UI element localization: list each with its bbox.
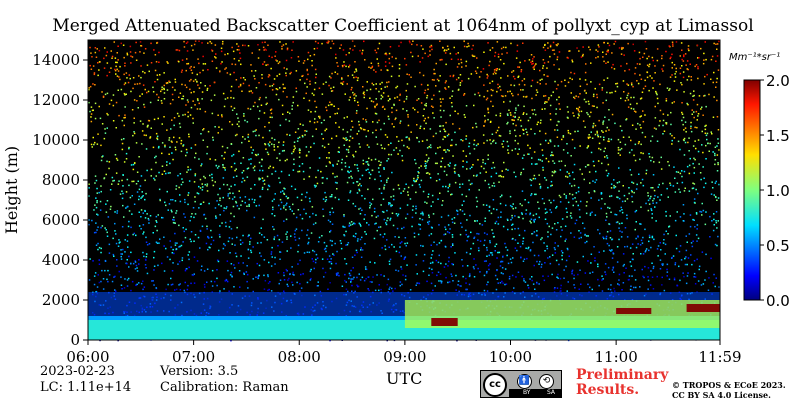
x-tick-label: 09:00 xyxy=(383,348,426,366)
cc-license-badge: cc 🚹 ⟲ BY SA xyxy=(480,370,562,398)
x-tick-label: 11:00 xyxy=(595,348,638,366)
y-tick-label: 0 xyxy=(70,331,80,349)
feature-cloud-base xyxy=(431,318,458,326)
x-tick-label: 06:00 xyxy=(66,348,109,366)
x-tick-label: 07:00 xyxy=(172,348,215,366)
calibration-label: Calibration: Raman xyxy=(160,380,289,395)
chart-title: Merged Attenuated Backscatter Coefficien… xyxy=(52,16,754,36)
preliminary-results-notice: Preliminary Results. xyxy=(576,367,669,398)
y-tick-label: 10000 xyxy=(32,131,80,149)
plot-area xyxy=(88,40,720,340)
y-tick-label: 8000 xyxy=(42,171,80,189)
x-axis: 06:00 07:00 08:00 09:00 10:00 11:00 11:59 xyxy=(66,340,742,366)
y-tick-label: 12000 xyxy=(32,91,80,109)
y-tick-label: 2000 xyxy=(42,291,80,309)
backscatter-heatmap xyxy=(88,40,720,342)
cc-by-text: BY xyxy=(523,389,531,396)
by-person-icon: 🚹 xyxy=(517,374,532,389)
feature-cloud-base xyxy=(686,304,720,312)
cc-icon: cc xyxy=(483,373,507,397)
cc-badge-strip: BY SA xyxy=(509,389,561,397)
colorbar-unit-label: Mm⁻¹*sr⁻¹ xyxy=(729,52,780,63)
share-alike-icon: ⟲ xyxy=(539,374,554,389)
feature-cloud-base xyxy=(616,308,652,314)
colorbar-ticks: 0.0 0.5 1.0 1.5 2.0 xyxy=(760,72,790,310)
x-tick-label: 10:00 xyxy=(489,348,532,366)
colorbar-tick-label: 0.5 xyxy=(766,237,790,255)
version-label: Version: 3.5 xyxy=(160,364,239,379)
colorbar-tick-label: 1.5 xyxy=(766,127,790,145)
colorbar-tick-label: 2.0 xyxy=(766,72,790,90)
colorbar-tick-label: 1.0 xyxy=(766,182,790,200)
colorbar-tick-label: 0.0 xyxy=(766,292,790,310)
colorbar xyxy=(743,79,761,301)
y-axis: 0 2000 4000 6000 8000 10000 12000 14000 xyxy=(32,51,88,349)
x-tick-label: 11:59 xyxy=(698,348,741,366)
copyright-notice: © TROPOS & ECoE 2023. CC BY SA 4.0 Licen… xyxy=(672,380,786,400)
cc-sa-text: SA xyxy=(547,389,556,396)
y-tick-label: 4000 xyxy=(42,251,80,269)
x-tick-label: 08:00 xyxy=(278,348,321,366)
plot-frame xyxy=(87,39,721,341)
y-tick-label: 14000 xyxy=(32,51,80,69)
lidar-constant: LC: 1.11e+14 xyxy=(40,380,132,395)
y-tick-label: 6000 xyxy=(42,211,80,229)
measurement-date: 2023-02-23 xyxy=(40,364,115,379)
y-axis-label: Height (m) xyxy=(2,146,21,234)
x-axis-label: UTC xyxy=(386,369,423,388)
